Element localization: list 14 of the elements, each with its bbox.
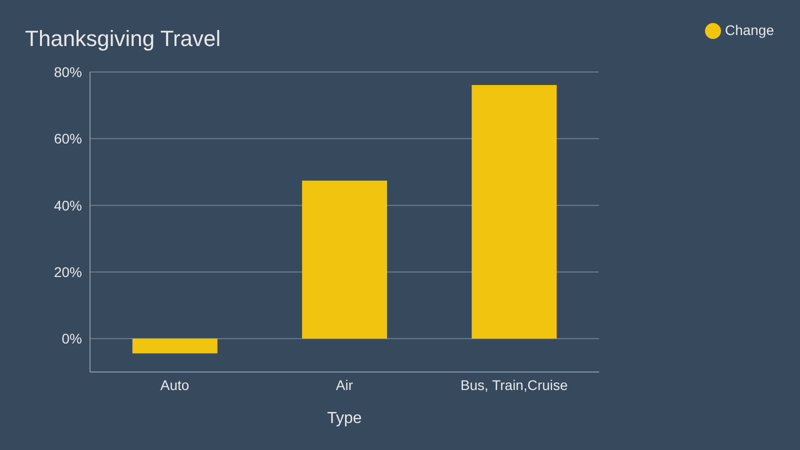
x-axis-title: Type (327, 410, 362, 427)
chart-title: Thanksgiving Travel (25, 26, 221, 52)
y-tick-label: 40% (54, 197, 82, 214)
bar (472, 85, 557, 339)
bar (132, 338, 218, 354)
bar (302, 180, 388, 339)
y-tick-label: 60% (54, 130, 82, 147)
y-tick-label: 20% (54, 264, 82, 280)
x-tick-label: Air (336, 376, 354, 393)
x-tick-label: Auto (160, 376, 190, 393)
legend-label: Change (724, 22, 774, 38)
y-tick-label: 80% (54, 64, 82, 80)
x-tick-label: Bus, Train,Cruise (460, 376, 568, 393)
y-tick-label: 0% (62, 330, 82, 347)
